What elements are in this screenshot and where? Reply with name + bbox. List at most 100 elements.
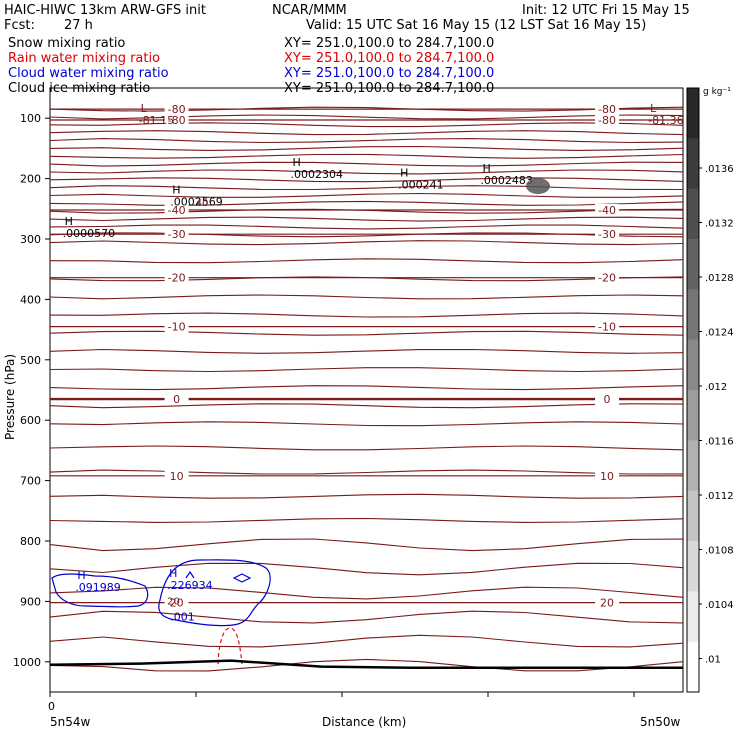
- contour-line: [49, 348, 684, 354]
- chart-title: HAIC-HIWC 13km ARW-GFS init: [4, 3, 206, 18]
- contour-label: 10: [170, 470, 184, 483]
- contour-label: -40: [598, 204, 616, 217]
- contour-label-bg: [595, 204, 620, 217]
- contour-line: [49, 421, 684, 427]
- contour-label: 20: [600, 597, 614, 610]
- plot-frame: [49, 87, 684, 693]
- contour-line: [49, 493, 684, 499]
- field-name: Rain water mixing ratio: [8, 51, 160, 66]
- extremum-marker: L: [650, 102, 657, 115]
- contour-label-bg: [595, 103, 620, 116]
- contour-line: [49, 161, 684, 167]
- contour-line: [49, 114, 684, 120]
- colorbar-swatch: [687, 339, 699, 391]
- contour-line: [49, 138, 684, 144]
- contour-line: [49, 145, 684, 151]
- y-axis-label: Pressure (hPa): [3, 354, 17, 440]
- contour-line: [49, 403, 684, 409]
- y-tick-label: 600: [20, 414, 41, 427]
- y-tick-label: 1000: [13, 656, 41, 669]
- contour-label-bg: [164, 469, 189, 482]
- colorbar-swatch: [687, 490, 699, 542]
- cloud-water-caret: [185, 570, 195, 579]
- contour-line: [49, 232, 684, 238]
- contour-line: [49, 177, 684, 183]
- rain-water-contour: [217, 627, 243, 665]
- extremum-value: .0002569: [170, 196, 223, 209]
- fcst-label: Fcst:: [4, 18, 35, 33]
- colorbar-label: .0104: [705, 600, 734, 611]
- contour-label-bg: [595, 114, 620, 127]
- contour-line: [49, 517, 684, 523]
- contour-line: [49, 385, 684, 391]
- colorbar-swatch: [687, 289, 699, 341]
- valid-label: Valid: 15 UTC Sat 16 May 15 (12 LST Sat …: [306, 18, 646, 33]
- contour-line: [49, 367, 684, 373]
- field-xy: XY= 251.0,100.0 to 284.7,100.0: [284, 51, 494, 66]
- org-label: NCAR/MMM: [272, 3, 347, 18]
- contour-label-bg: [595, 271, 620, 284]
- field-label: 20: [167, 596, 180, 607]
- colorbar-unit: g kg⁻¹: [703, 87, 731, 97]
- y-tick-label: 300: [20, 233, 41, 246]
- contour-line: [49, 330, 684, 336]
- contour-label: -80: [598, 103, 616, 116]
- colorbar-swatch: [687, 541, 699, 592]
- x-tick-zero: 0: [48, 700, 55, 713]
- contour-line: [49, 122, 684, 128]
- contour-label-bg: [595, 393, 620, 406]
- y-tick-label: 700: [20, 475, 41, 488]
- y-tick-label: 200: [20, 173, 41, 186]
- contour-label: 10: [600, 470, 614, 483]
- y-tick-label: 400: [20, 293, 41, 306]
- contour-line: [49, 562, 684, 576]
- contour-line: [49, 658, 684, 672]
- x-right-label: 5n50w: [640, 715, 681, 729]
- field-name: Snow mixing ratio: [8, 36, 125, 51]
- contour-line: [49, 586, 684, 600]
- contour-line: [49, 106, 684, 112]
- colorbar-swatch: [687, 641, 699, 693]
- contour-label-bg: [164, 114, 189, 127]
- contour-label: -30: [598, 228, 616, 241]
- extremum-value: .000241: [398, 179, 444, 192]
- contour-label: 20: [170, 597, 184, 610]
- extremum-value: .0002304: [291, 168, 344, 181]
- contour-label-bg: [164, 320, 189, 333]
- colorbar-label: .0132: [705, 219, 734, 230]
- contour-label: 0: [173, 393, 180, 406]
- colorbar-label: .012: [705, 382, 727, 393]
- contour-line: [49, 169, 684, 175]
- contour-label: -80: [598, 114, 616, 127]
- colorbar-label: .0136: [705, 164, 734, 175]
- contour-label: -30: [168, 228, 186, 241]
- colorbar-swatch: [687, 138, 699, 190]
- contour-label-bg: [595, 228, 620, 241]
- contour-label: -40: [168, 204, 186, 217]
- x-axis-label: Distance (km): [322, 715, 406, 729]
- contour-label: -10: [168, 321, 186, 334]
- contour-label-bg: [164, 393, 189, 406]
- extremum-value: .0002483: [480, 174, 533, 187]
- temperature-contours: -80 -80-80 -80-40 -40-30 -30-20 -20-10 -100 010…: [49, 103, 684, 672]
- extremum-value: -81.15: [139, 114, 174, 127]
- extremum-marker: H: [293, 156, 301, 169]
- init-label: Init: 12 UTC Fri 15 May 15: [522, 3, 690, 18]
- fcst-value: 27 h: [64, 18, 93, 33]
- colorbar-swatch: [687, 390, 699, 441]
- extremum-value: .226934: [167, 579, 213, 592]
- terrain-line: [49, 659, 683, 670]
- extremum-marker: H: [172, 184, 180, 197]
- y-tick-label: 900: [20, 595, 41, 608]
- contour-label: -80: [168, 114, 186, 127]
- contour-line: [49, 445, 684, 451]
- contour-label: -80: [168, 103, 186, 116]
- contour-line: [49, 312, 684, 318]
- extrema-labels: L-81.15L-81.36H.0000570H.0002569H.000230…: [63, 102, 684, 624]
- cloud-water-contours: [51, 559, 271, 627]
- cloud-water-inner: [232, 573, 252, 583]
- contour-line: [49, 192, 684, 198]
- contour-label-bg: [595, 469, 620, 482]
- extremum-value: .0000570: [63, 227, 116, 240]
